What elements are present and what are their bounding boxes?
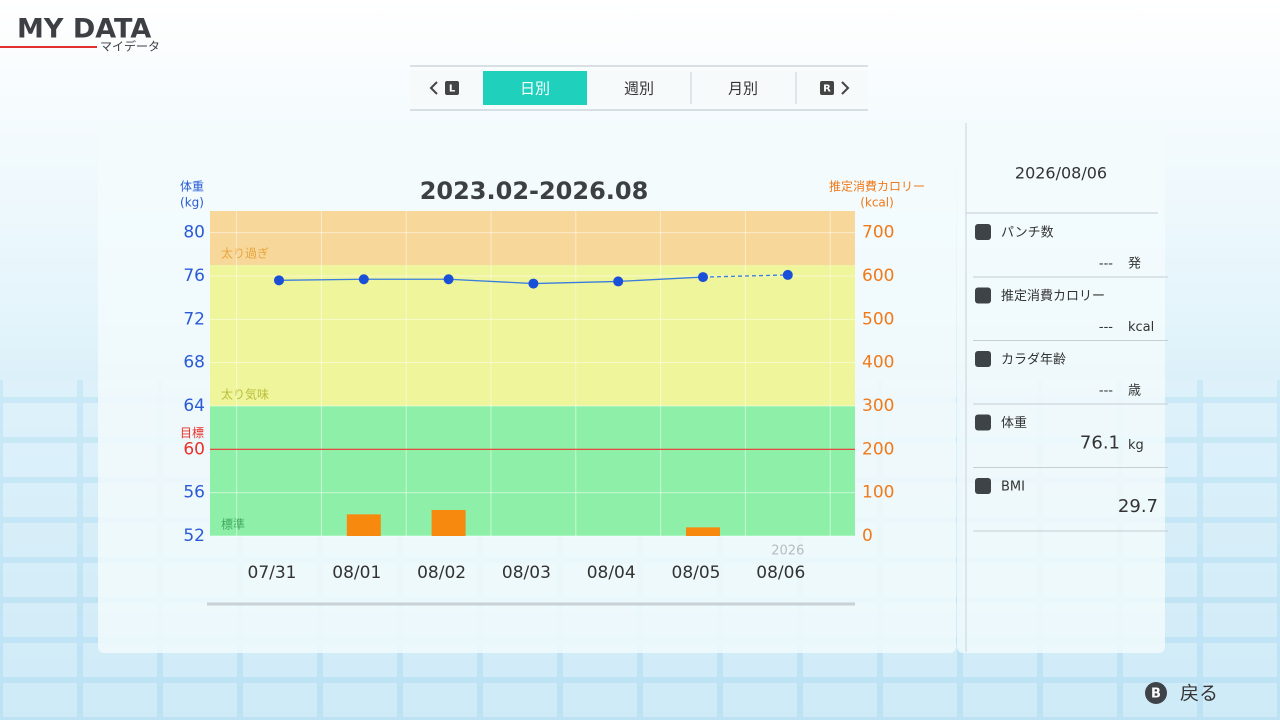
b-button-label: B <box>1151 687 1161 702</box>
x-tick-label: 07/31 <box>248 563 297 583</box>
tabs: 日別 週別 月別 <box>483 71 758 105</box>
side-panel <box>957 123 1165 653</box>
y-tick-label: 56 <box>183 483 205 503</box>
item-label: カラダ年齢 <box>1001 353 1066 368</box>
x-tick-label: 08/06 <box>756 563 805 583</box>
y2-axis-label: 推定消費カロリー <box>829 179 925 194</box>
tab[interactable]: 日別 <box>520 80 550 98</box>
y-tick-label: 52 <box>183 526 205 546</box>
b-button[interactable] <box>1145 682 1167 704</box>
item-unit: 発 <box>1128 257 1141 272</box>
arrow-left[interactable] <box>429 81 438 95</box>
bar <box>431 510 466 536</box>
item-icon <box>975 287 991 304</box>
weight-point <box>698 272 708 283</box>
item-value: 76.1 <box>1080 433 1120 454</box>
x-tick-label: 08/03 <box>502 563 551 583</box>
y2-tick-label: 700 <box>862 223 894 243</box>
y2-tick-label: 500 <box>862 309 894 329</box>
arrow-right[interactable] <box>841 81 850 95</box>
zone-label: 太り気味 <box>221 387 269 402</box>
item-label: 推定消費カロリー <box>1001 289 1105 304</box>
zone-label: 太り過ぎ <box>221 246 269 261</box>
item-icon <box>975 351 991 367</box>
tab-active-bg <box>483 71 587 105</box>
weight-point <box>782 269 793 280</box>
item-icon <box>975 224 991 240</box>
item-value: --- <box>1099 320 1113 335</box>
chart-title: 2023.02-2026.08 <box>420 177 649 205</box>
y-tick-label: 72 <box>183 309 205 329</box>
weight-line <box>278 276 704 285</box>
item-icon <box>975 414 991 431</box>
zone <box>210 211 855 266</box>
weight-point <box>443 274 454 285</box>
y2-tick-label: 0 <box>862 526 873 546</box>
y2-tick-label: 300 <box>862 396 894 416</box>
weight-line <box>702 274 788 278</box>
zone-label: 標準 <box>221 517 245 532</box>
y-tick-label: 60 <box>183 439 205 459</box>
l-button-label: L <box>449 84 456 95</box>
bar <box>686 527 720 536</box>
header-title: MY DATA <box>17 14 151 45</box>
item-label: BMI <box>1001 480 1025 495</box>
year-label: 2026 <box>771 544 804 559</box>
side-date: 2026/08/06 <box>1015 164 1107 183</box>
weight-point <box>274 275 284 286</box>
target-label: 目標 <box>180 426 204 440</box>
item-icon <box>975 478 991 494</box>
back-label[interactable]: 戻る <box>1180 683 1218 705</box>
bar <box>346 514 381 536</box>
header-subtitle: マイデータ <box>100 39 160 54</box>
weight-point <box>528 278 539 289</box>
y-tick-label: 68 <box>183 353 205 373</box>
y-tick-label: 64 <box>183 396 205 416</box>
tab[interactable]: 月別 <box>728 80 758 98</box>
zone <box>210 406 855 536</box>
item-value: --- <box>1099 384 1113 399</box>
y-axis-label: 体重 <box>180 180 204 194</box>
y2-tick-label: 200 <box>862 439 894 459</box>
x-tick-label: 08/02 <box>417 563 466 583</box>
item-unit: kcal <box>1128 320 1154 335</box>
y2-tick-label: 100 <box>862 483 894 503</box>
r-button-label: R <box>823 84 831 95</box>
x-tick-label: 08/01 <box>332 563 381 583</box>
item-label: パンチ数 <box>1001 226 1054 241</box>
y-tick-label: 76 <box>183 266 205 286</box>
item-value: 29.7 <box>1118 496 1158 517</box>
x-tick-label: 08/05 <box>672 563 721 583</box>
r-button[interactable] <box>820 81 834 95</box>
y-axis-label: (kg) <box>180 196 204 210</box>
zone <box>210 265 855 406</box>
item-value: --- <box>1099 257 1113 272</box>
y-tick-label: 80 <box>183 223 205 243</box>
item-unit: kg <box>1128 438 1144 453</box>
item-label: 体重 <box>1001 415 1027 431</box>
y2-tick-label: 600 <box>862 266 894 286</box>
weight-point <box>358 274 369 285</box>
item-unit: 歳 <box>1128 384 1141 399</box>
l-button[interactable] <box>445 81 459 95</box>
y2-axis-label: (kcal) <box>860 196 894 210</box>
y2-tick-label: 400 <box>862 353 894 373</box>
weight-point <box>613 276 624 287</box>
x-tick-label: 08/04 <box>587 563 636 583</box>
tab[interactable]: 週別 <box>624 80 654 98</box>
